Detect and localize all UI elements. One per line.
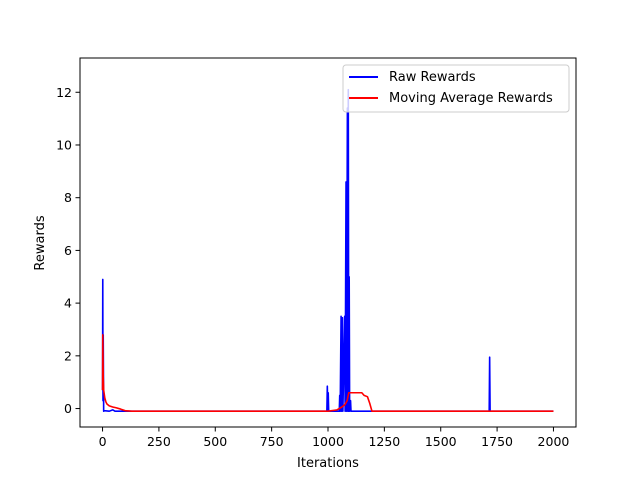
tick-layer: 0 250 500 750 1000 1250 1500 1750 2000 0 2 4 6 8 10 12 [56, 85, 569, 449]
y-tick-label: 8 [64, 190, 72, 205]
y-tick-label: 0 [64, 401, 72, 416]
x-tick-label: 0 [99, 434, 107, 449]
legend: Raw Rewards Moving Average Rewards [342, 64, 570, 113]
x-tick-label: 500 [203, 434, 227, 449]
legend-box [342, 64, 570, 113]
series-line-moving-average-rewards [101, 333, 554, 412]
x-tick-label: 750 [260, 434, 284, 449]
y-tick-label: 12 [56, 85, 72, 100]
x-tick-label: 1750 [481, 434, 513, 449]
series-line-raw-rewards [101, 88, 554, 412]
y-axis-label: Rewards [33, 215, 48, 270]
x-tick-label: 1500 [425, 434, 457, 449]
y-tick-label: 6 [64, 243, 72, 258]
legend-label-raw-rewards: Raw Rewards [389, 70, 476, 85]
x-tick-label: 1250 [368, 434, 400, 449]
series-layer [101, 88, 554, 412]
y-tick-label: 2 [64, 348, 72, 363]
x-tick-label: 2000 [538, 434, 570, 449]
x-axis-label: Iterations [297, 456, 359, 471]
x-tick-label: 1000 [312, 434, 344, 449]
legend-label-moving-average-rewards: Moving Average Rewards [389, 91, 553, 106]
y-tick-label: 10 [56, 137, 72, 152]
y-tick-label: 4 [64, 296, 72, 311]
x-tick-label: 250 [147, 434, 171, 449]
